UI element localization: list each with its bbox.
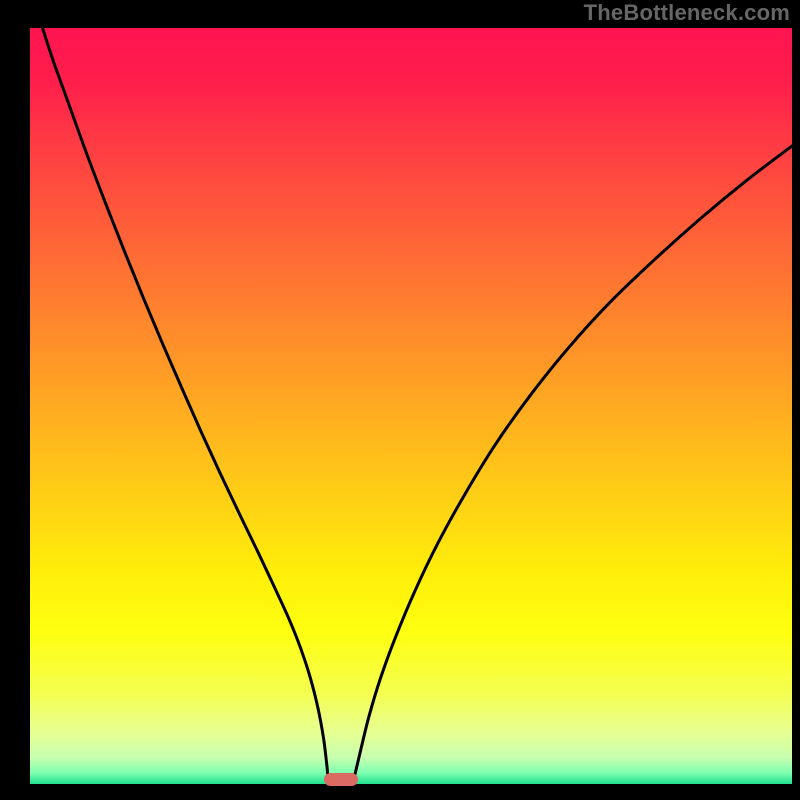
- chart-container: TheBottleneck.com: [0, 0, 800, 800]
- bottleneck-marker: [324, 773, 358, 787]
- plot-area: [30, 28, 792, 784]
- border-right: [792, 0, 800, 800]
- watermark-text: TheBottleneck.com: [584, 0, 790, 26]
- chart-svg: [30, 28, 792, 784]
- border-bottom: [0, 784, 800, 800]
- border-left: [0, 0, 30, 800]
- gradient-background: [30, 28, 792, 784]
